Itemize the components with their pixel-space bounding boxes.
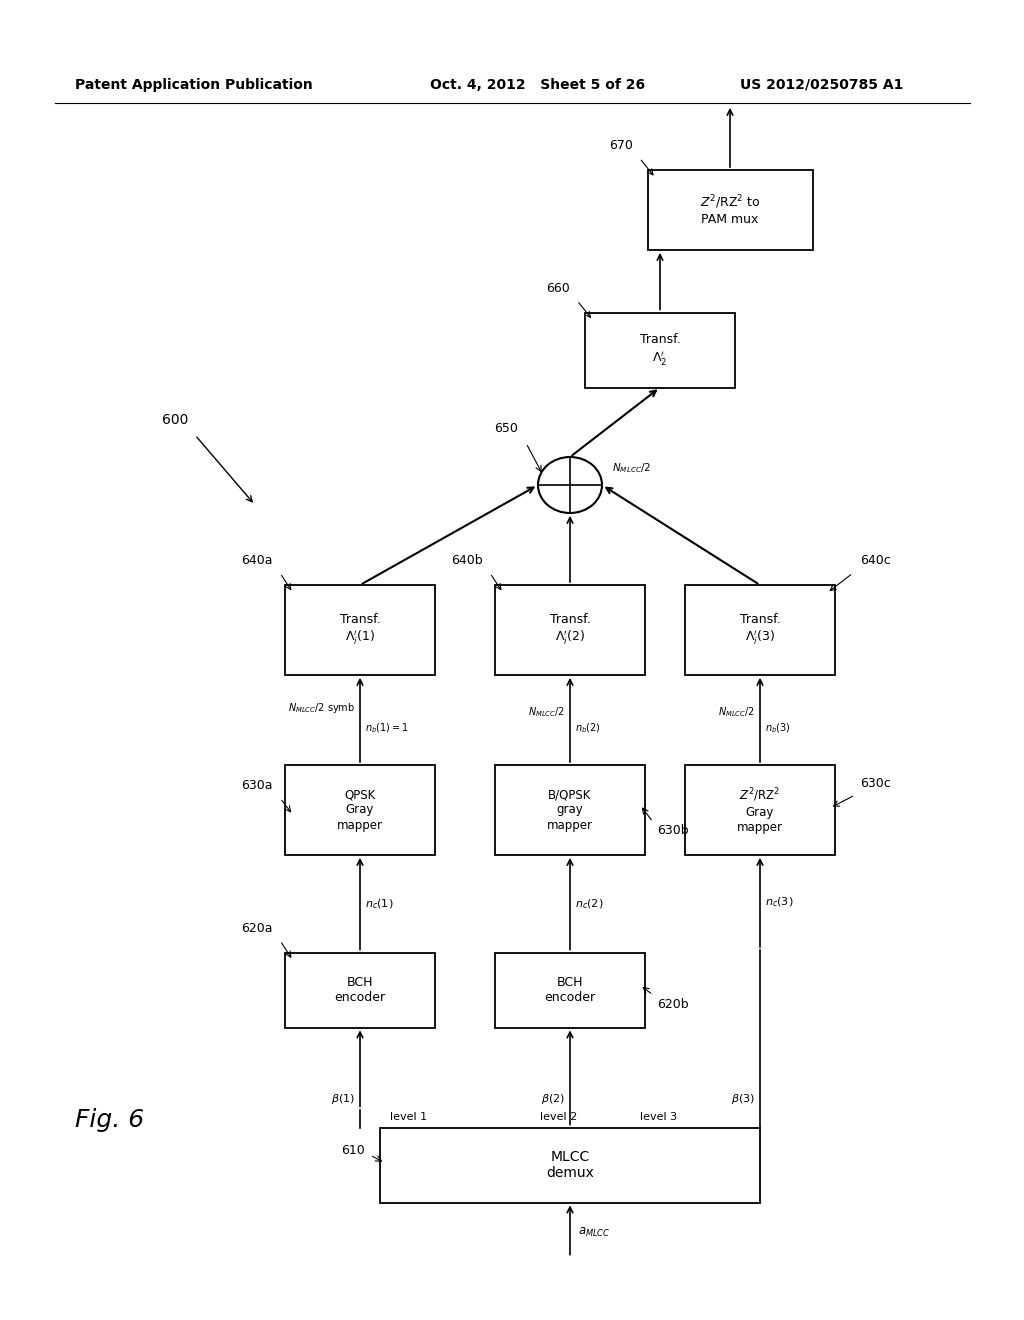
Text: 640a: 640a	[242, 554, 273, 568]
Text: B/QPSK
gray
mapper: B/QPSK gray mapper	[547, 788, 593, 832]
Text: 640c: 640c	[860, 554, 891, 568]
Text: $n_b(1)=1$: $n_b(1)=1$	[365, 721, 409, 735]
Text: $n_c(1)$: $n_c(1)$	[365, 898, 393, 911]
Text: $\beta(3)$: $\beta(3)$	[731, 1092, 755, 1106]
Text: 610: 610	[341, 1143, 365, 1156]
Text: $\beta(2)$: $\beta(2)$	[541, 1092, 565, 1106]
Text: 640b: 640b	[452, 554, 483, 568]
Bar	[495, 766, 645, 855]
Text: Transf.
$\Lambda_i^{\prime}(3)$: Transf. $\Lambda_i^{\prime}(3)$	[739, 614, 780, 647]
Text: 660: 660	[546, 281, 570, 294]
Bar	[585, 313, 735, 388]
Text: 670: 670	[608, 139, 633, 152]
Bar	[685, 766, 835, 855]
Bar	[380, 1127, 760, 1203]
Text: $N_{MLCC}/2$: $N_{MLCC}/2$	[528, 705, 565, 719]
Text: BCH
encoder: BCH encoder	[545, 975, 596, 1005]
Text: Transf.
$\Lambda_2^{\prime}$: Transf. $\Lambda_2^{\prime}$	[640, 333, 680, 367]
Text: Oct. 4, 2012   Sheet 5 of 26: Oct. 4, 2012 Sheet 5 of 26	[430, 78, 645, 92]
Text: QPSK
Gray
mapper: QPSK Gray mapper	[337, 788, 383, 832]
Bar	[285, 585, 435, 675]
Text: 630b: 630b	[657, 824, 688, 837]
Text: $N_{MLCC}/2$: $N_{MLCC}/2$	[718, 705, 755, 719]
Text: BCH
encoder: BCH encoder	[335, 975, 386, 1005]
Text: 620b: 620b	[657, 998, 688, 1011]
Text: US 2012/0250785 A1: US 2012/0250785 A1	[740, 78, 903, 92]
Text: $N_{MLCC}/2$ symb: $N_{MLCC}/2$ symb	[288, 701, 355, 715]
Bar	[285, 766, 435, 855]
Text: $Z^2$/RZ$^2$ to
PAM mux: $Z^2$/RZ$^2$ to PAM mux	[699, 194, 761, 226]
Bar	[647, 170, 812, 249]
Bar	[495, 585, 645, 675]
Text: level 3: level 3	[640, 1113, 677, 1122]
Text: Transf.
$\Lambda_i^{\prime}(2)$: Transf. $\Lambda_i^{\prime}(2)$	[550, 614, 591, 647]
Text: MLCC
demux: MLCC demux	[546, 1150, 594, 1180]
Bar	[685, 585, 835, 675]
Text: level 1: level 1	[390, 1113, 427, 1122]
Text: $Z^2$/RZ$^2$
Gray
mapper: $Z^2$/RZ$^2$ Gray mapper	[737, 787, 783, 834]
Bar	[285, 953, 435, 1027]
Text: $n_c(2)$: $n_c(2)$	[575, 898, 603, 911]
Text: level 2: level 2	[540, 1113, 578, 1122]
Text: $n_b(2)$: $n_b(2)$	[575, 721, 601, 735]
Text: Fig. 6: Fig. 6	[75, 1107, 144, 1133]
Text: 650: 650	[495, 422, 518, 436]
Text: $N_{MLCC}/2$: $N_{MLCC}/2$	[612, 461, 651, 475]
Text: Transf.
$\Lambda_i^{\prime}(1)$: Transf. $\Lambda_i^{\prime}(1)$	[340, 614, 380, 647]
Text: $n_b(3)$: $n_b(3)$	[765, 721, 791, 735]
Text: Patent Application Publication: Patent Application Publication	[75, 78, 312, 92]
Text: 630c: 630c	[860, 777, 891, 789]
Text: $a_{MLCC}$: $a_{MLCC}$	[578, 1226, 610, 1239]
Text: $\beta(1)$: $\beta(1)$	[331, 1092, 355, 1106]
Text: 620a: 620a	[242, 921, 273, 935]
Text: 630a: 630a	[242, 779, 273, 792]
Bar	[495, 953, 645, 1027]
Text: $n_c(3)$: $n_c(3)$	[765, 896, 794, 909]
Text: 600: 600	[162, 413, 188, 426]
